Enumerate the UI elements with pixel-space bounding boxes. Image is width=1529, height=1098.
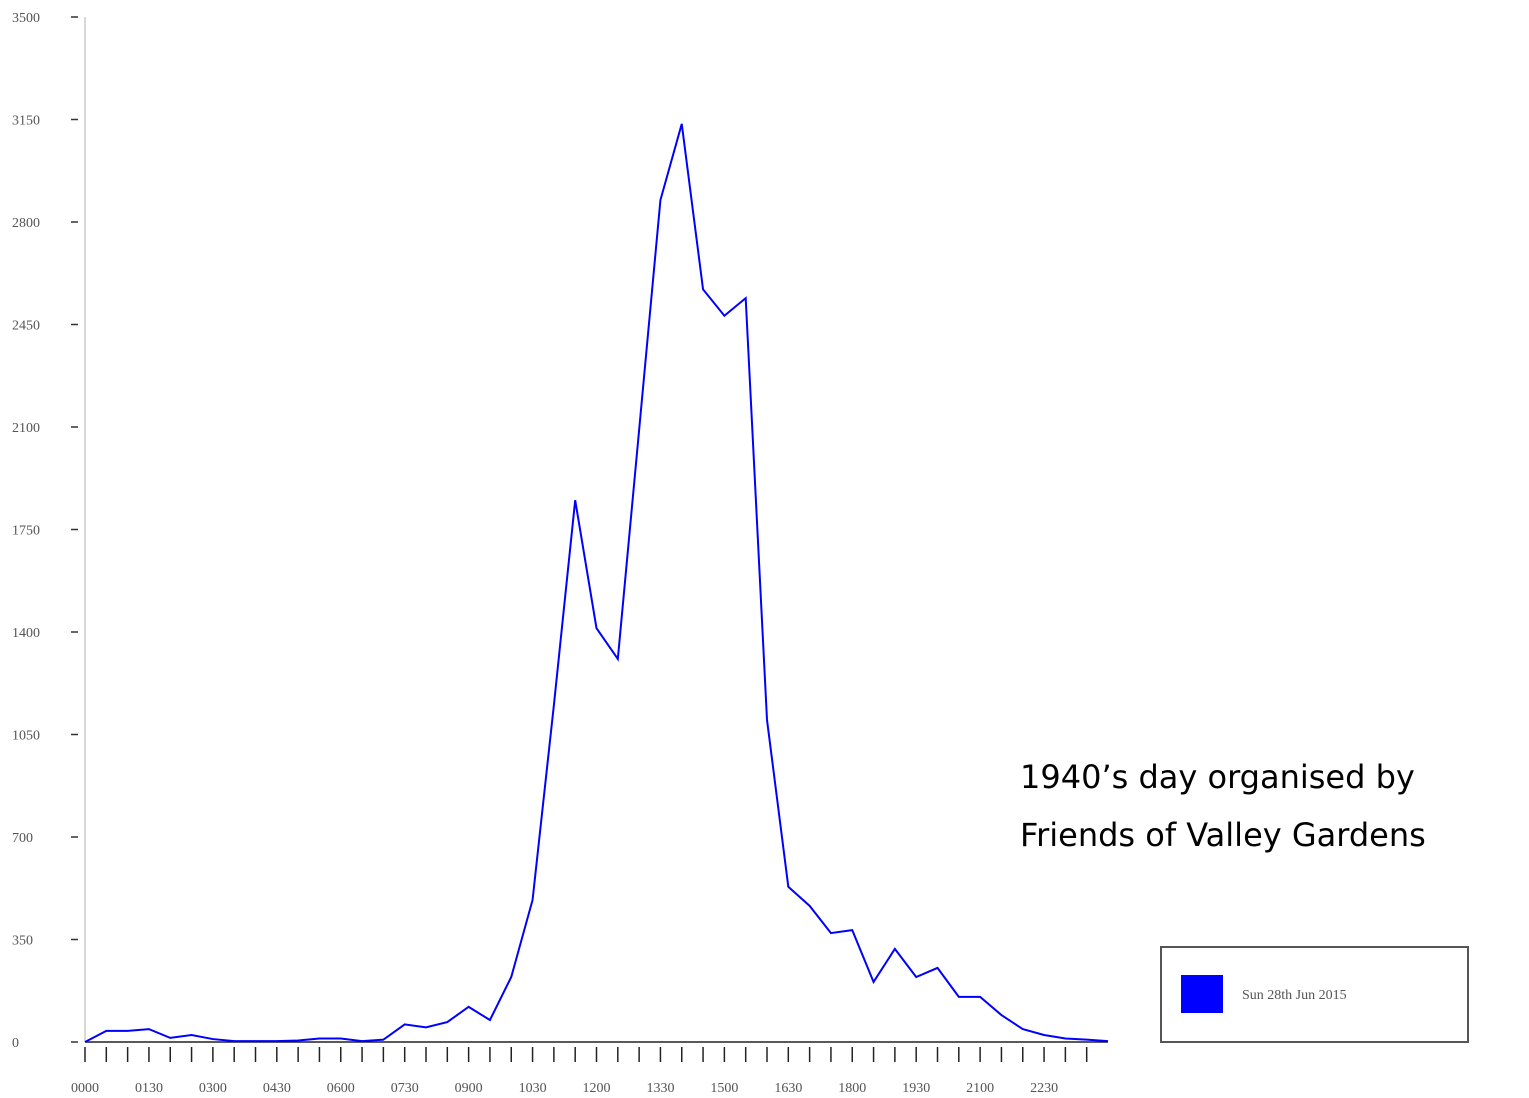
x-tick-label: 1500	[710, 1081, 738, 1096]
y-tick-label: 1400	[12, 626, 40, 641]
x-tick-label: 0430	[263, 1081, 291, 1096]
y-tick-label: 350	[12, 934, 33, 949]
y-tick-label: 700	[12, 831, 33, 846]
y-tick-label: 3500	[12, 11, 40, 26]
y-tick-label: 0	[12, 1036, 19, 1051]
annotation: 1940’s day organised by	[1020, 758, 1415, 796]
x-tick-label: 1630	[774, 1081, 802, 1096]
x-tick-label: 1330	[646, 1081, 674, 1096]
x-tick-label: 1030	[519, 1081, 547, 1096]
data-line	[84, 123, 1109, 1043]
y-tick-label: 2800	[12, 216, 40, 231]
x-tick-label: 0600	[327, 1081, 355, 1096]
x-tick-label: 1930	[902, 1081, 930, 1096]
y-tick-label: 1050	[12, 729, 40, 744]
x-tick-label: 0300	[199, 1081, 227, 1096]
x-tick-label: 0730	[391, 1081, 419, 1096]
x-tick-label: 0130	[135, 1081, 163, 1096]
x-tick-label: 0900	[455, 1081, 483, 1096]
y-tick-label: 1750	[12, 524, 40, 539]
x-tick-label: 1200	[583, 1081, 611, 1096]
legend-swatch	[1181, 975, 1223, 1013]
y-tick-label: 2450	[12, 319, 40, 334]
y-tick-label: 3150	[12, 114, 40, 129]
legend-label: Sun 28th Jun 2015	[1242, 988, 1347, 1003]
x-tick-label: 1800	[838, 1081, 866, 1096]
x-tick-label: 0000	[71, 1081, 99, 1096]
x-tick-label: 2100	[966, 1081, 994, 1096]
y-tick-label: 2100	[12, 421, 40, 436]
annotation: Friends of Valley Gardens	[1020, 816, 1426, 854]
x-tick-label: 2230	[1030, 1081, 1058, 1096]
